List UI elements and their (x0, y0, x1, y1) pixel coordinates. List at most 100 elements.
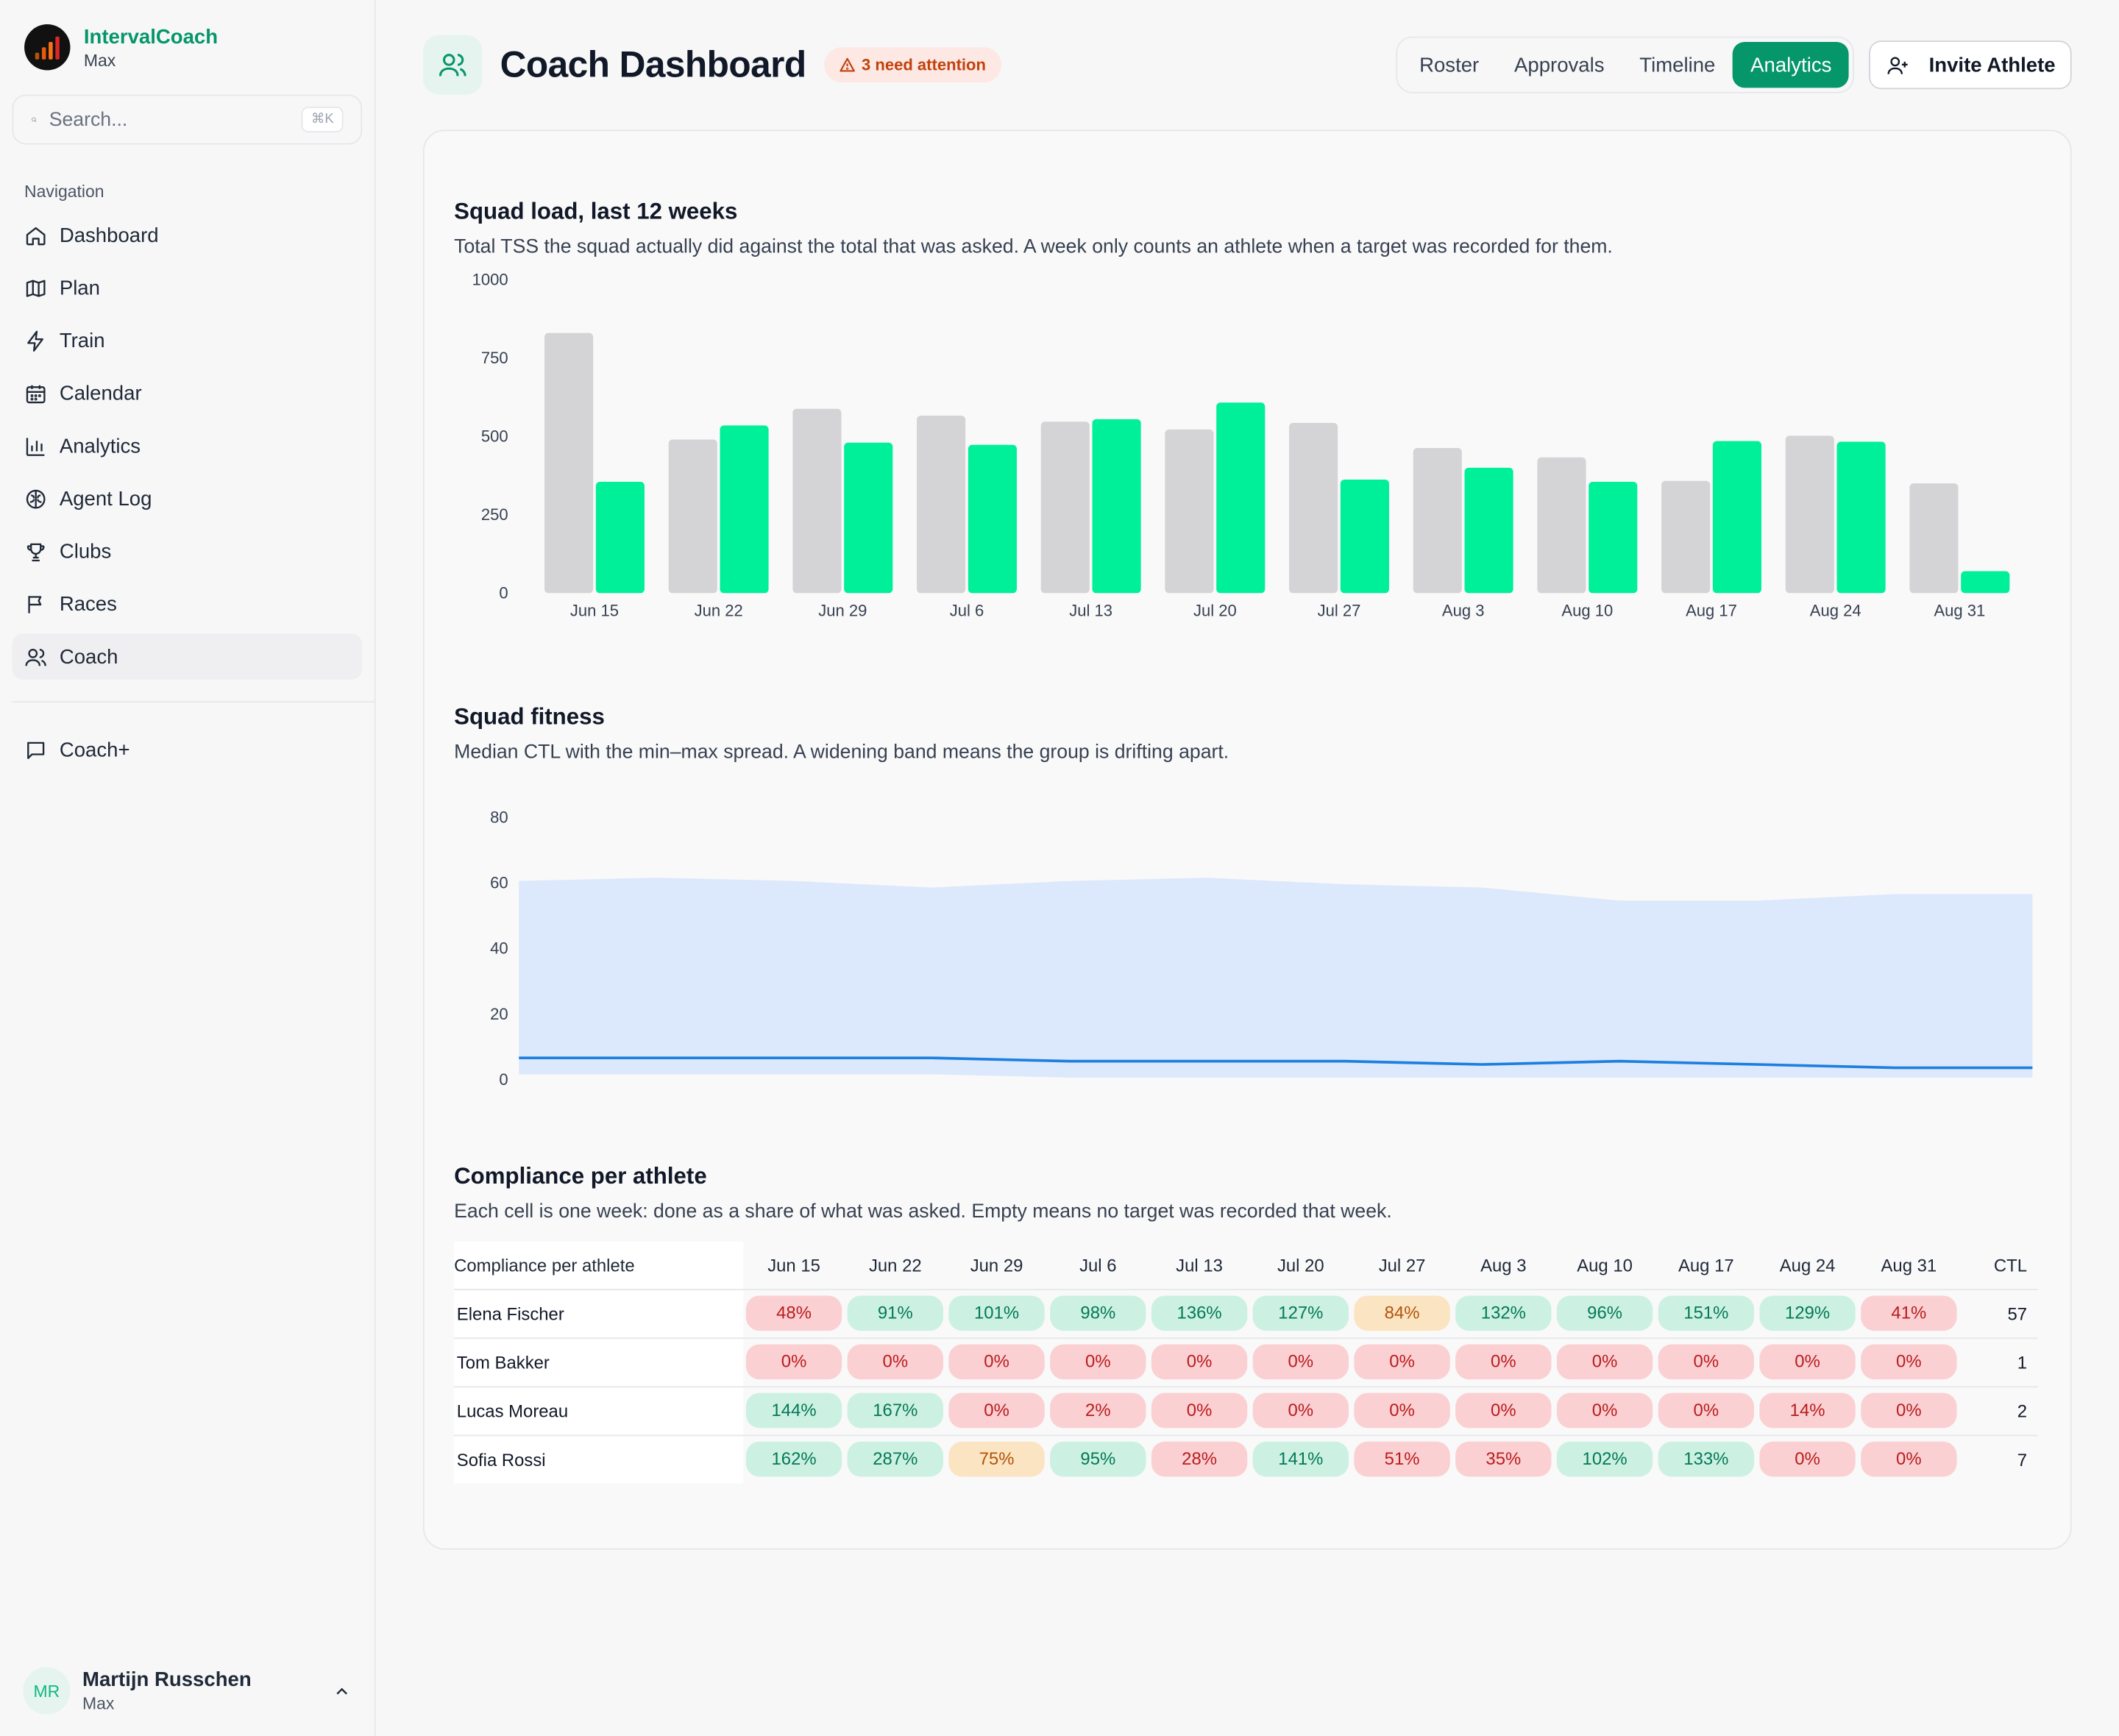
sidebar-item-label: Clubs (59, 539, 112, 563)
x-tick-label: Aug 3 (1442, 602, 1485, 620)
compliance-pill: 0% (948, 1344, 1045, 1380)
table-row[interactable]: Elena Fischer 48% 91% 101% 98% 136% 127% 84% 132… (454, 1288, 2038, 1338)
column-header-week: Aug 17 (1678, 1254, 1734, 1276)
compliance-pill: 0% (948, 1392, 1045, 1429)
compliance-cell: 0% (743, 1337, 845, 1387)
target-bar (1785, 435, 1834, 594)
invite-athlete-button[interactable]: Invite Athlete (1869, 40, 2072, 90)
search-box[interactable]: ⌘K (12, 94, 363, 145)
chevron-up-icon[interactable] (333, 1682, 352, 1701)
compliance-pill: 129% (1759, 1295, 1856, 1331)
compliance-pill: 96% (1556, 1295, 1653, 1331)
bar-chart-icon (26, 437, 45, 455)
sidebar-item-label: Dashboard (59, 223, 159, 247)
sidebar-item-label: Coach (59, 645, 118, 669)
sidebar-item-clubs[interactable]: Clubs (13, 528, 363, 574)
compliance-pill: 0% (1556, 1392, 1653, 1429)
ctl-value: 2 (1959, 1385, 2038, 1435)
compliance-pill: 41% (1861, 1295, 1957, 1331)
tab-roster[interactable]: Roster (1419, 53, 1480, 77)
compliance-table-header: Compliance per athlete Jun 15 Jun 22 Jun 29… (454, 1241, 2038, 1289)
target-bar (1413, 448, 1462, 594)
sidebar-item-coach[interactable]: Coach (12, 633, 363, 680)
table-row[interactable]: Sofia Rossi 162% 287% 75% 95% 28% 141% 51% 35% 10… (454, 1434, 2038, 1484)
compliance-pill: 51% (1354, 1442, 1450, 1477)
compliance-cell: 75% (945, 1434, 1048, 1484)
sidebar-item-races[interactable]: Races (13, 581, 363, 627)
athlete-name: Tom Bakker (454, 1337, 744, 1387)
sidebar-item-calendar[interactable]: Calendar (13, 370, 363, 416)
x-tick-label: Jul 20 (1185, 1088, 1229, 1090)
user-menu[interactable]: MR Martijn Russchen Max (23, 1667, 352, 1715)
min-max-band (519, 878, 2033, 1078)
target-bar (1165, 429, 1214, 594)
fitness-title: Squad fitness (454, 703, 605, 730)
sidebar-item-coach-plus[interactable]: Coach+ (13, 727, 363, 772)
sidebar-item-label: Plan (59, 276, 100, 299)
sidebar-item-label: Calendar (59, 381, 142, 405)
sidebar-item-analytics[interactable]: Analytics (13, 423, 363, 469)
search-input[interactable] (49, 108, 302, 131)
sidebar-item-label: Analytics (59, 434, 141, 458)
page-title: Coach Dashboard (500, 43, 807, 85)
attention-badge[interactable]: 3 need attention (823, 47, 1001, 83)
x-tick-label: Aug 10 (1561, 602, 1613, 620)
sidebar-item-train[interactable]: Train (13, 318, 363, 363)
compliance-pill: 0% (1759, 1442, 1856, 1477)
table-row[interactable]: Tom Bakker 0% 0% 0% 0% 0% 0% 0% 0% 0% 0% 0% 0% 1 (454, 1337, 2038, 1387)
target-bar (544, 332, 594, 594)
compliance-cell: 127% (1249, 1288, 1352, 1338)
compliance-pill: 91% (847, 1295, 944, 1331)
target-bar (1909, 483, 1959, 594)
compliance-cell: 95% (1047, 1434, 1149, 1484)
invite-athlete-label: Invite Athlete (1928, 53, 2056, 77)
compliance-cell: 98% (1047, 1288, 1149, 1338)
compliance-pill: 136% (1151, 1295, 1248, 1331)
brand-sub: Max (83, 50, 116, 70)
x-tick-label: Jul 6 (950, 602, 984, 620)
compliance-pill: 0% (1861, 1392, 1957, 1429)
compliance-cell: 151% (1655, 1288, 1757, 1338)
lightning-icon (27, 330, 43, 352)
compliance-cell: 102% (1554, 1434, 1655, 1484)
compliance-cell: 14% (1756, 1385, 1859, 1435)
tab-analytics[interactable]: Analytics (1733, 41, 1850, 88)
sidebar-item-agent-log[interactable]: Agent Log (13, 476, 363, 522)
search-shortcut: ⌘K (302, 107, 344, 132)
sidebar-item-dashboard[interactable]: Dashboard (13, 212, 363, 257)
view-tabs: Roster Approvals Timeline Analytics (1396, 36, 1855, 93)
brand[interactable]: IntervalCoach Max (0, 0, 375, 95)
compliance-table-body: Elena Fischer 48% 91% 101% 98% 136% 127% 84% 132… (454, 1288, 2038, 1484)
x-tick-label: Aug 31 (1990, 1088, 2042, 1090)
ctl-value: 57 (1959, 1288, 2038, 1338)
compliance-cell: 84% (1351, 1288, 1453, 1338)
compliance-pill: 0% (1556, 1344, 1653, 1380)
sidebar: IntervalCoach Max ⌘K Navigation Dashboar… (0, 0, 376, 1736)
table-row[interactable]: Lucas Moreau 144% 167% 0% 2% 0% 0% 0% 0% 0% 0% 14% 0… (454, 1385, 2038, 1435)
x-tick-label: Jun 15 (570, 602, 619, 620)
fitness-section-header: Squad fitness Median CTL with the min–ma… (454, 704, 1229, 764)
squad-fitness-chart: 0 20 40 60 80 Jun 15 Jun 22 Jun 29 Jul 6 Jul 13 Ju… (490, 808, 2042, 1091)
compliance-pill: 28% (1151, 1442, 1248, 1477)
target-bar (1289, 422, 1338, 594)
compliance-pill: 162% (745, 1442, 842, 1477)
compliance-pill: 0% (1151, 1392, 1248, 1429)
compliance-pill: 287% (847, 1442, 944, 1477)
compliance-cell: 0% (1249, 1385, 1352, 1435)
search-icon (32, 117, 37, 122)
sidebar-item-plan[interactable]: Plan (13, 265, 363, 310)
tab-approvals[interactable]: Approvals (1513, 53, 1605, 77)
compliance-pill: 133% (1658, 1442, 1755, 1477)
compliance-cell: 0% (945, 1385, 1048, 1435)
compliance-pill: 95% (1050, 1442, 1146, 1477)
column-header-week: Jun 22 (868, 1254, 922, 1276)
compliance-pill: 0% (1861, 1442, 1957, 1477)
compliance-pill: 14% (1759, 1392, 1856, 1429)
tab-timeline[interactable]: Timeline (1639, 53, 1716, 77)
compliance-cell: 0% (1351, 1337, 1453, 1387)
compliance-cell: 0% (1452, 1337, 1555, 1387)
column-header-week: Jul 13 (1176, 1254, 1223, 1276)
compliance-cell: 0% (945, 1337, 1048, 1387)
compliance-pill: 0% (1759, 1344, 1856, 1380)
x-tick-label: Aug 17 (1686, 602, 1737, 620)
